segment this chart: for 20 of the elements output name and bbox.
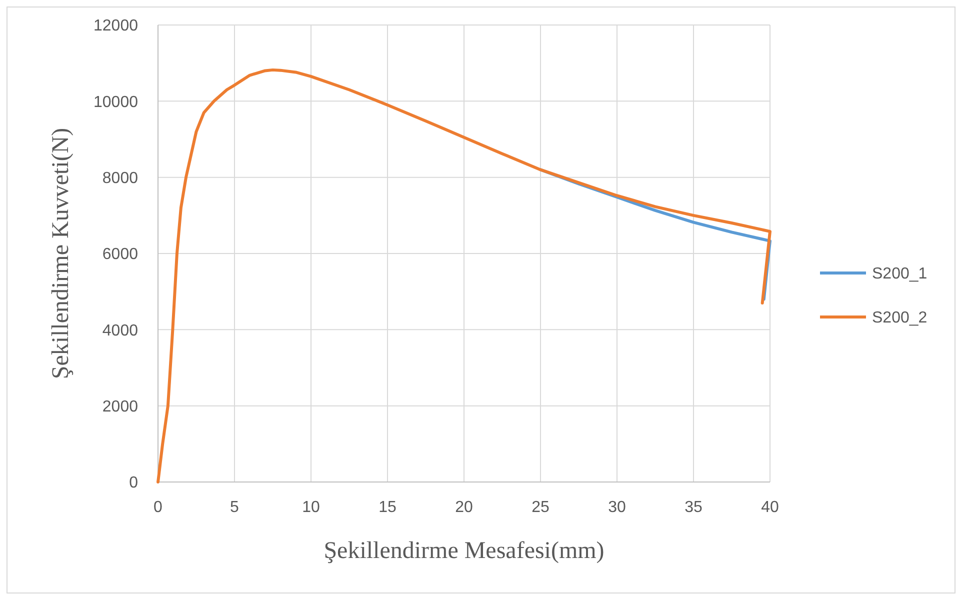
y-tick-label: 4000 [102,322,138,340]
x-tick-label: 35 [684,499,702,516]
x-tick-label: 25 [532,499,550,516]
x-axis-title: Şekillendirme Mesafesi(mm) [324,538,604,564]
y-tick-label: 2000 [102,398,138,416]
y-tick-label: 12000 [94,18,138,35]
x-tick-label: 15 [378,499,396,516]
y-tick-label: 6000 [102,246,138,264]
y-axis-title: Şekillendirme Kuvveti(N) [48,128,74,380]
legend-label: S200_1 [872,266,928,283]
legend-label: S200_2 [872,310,928,327]
x-tick-label: 20 [455,499,473,516]
y-tick-label: 10000 [94,94,138,111]
x-tick-label: 10 [302,499,320,516]
x-tick-label: 30 [608,499,626,516]
x-tick-label: 0 [154,499,163,516]
y-tick-label: 0 [129,474,138,492]
x-tick-label: 5 [230,499,240,516]
y-tick-label: 8000 [102,170,138,187]
x-tick-label: 40 [761,499,779,516]
